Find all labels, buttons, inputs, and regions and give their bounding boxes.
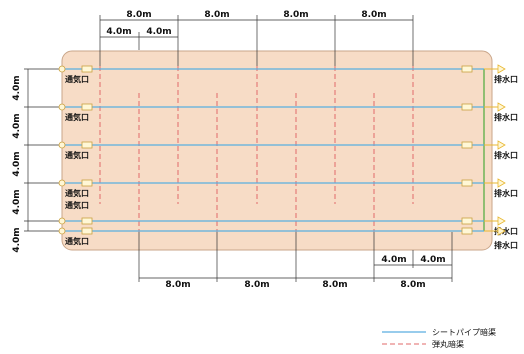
sheet-pipe-row: 通気口 排水口: [58, 226, 518, 250]
left-dimension-label: 4.0m: [12, 151, 22, 176]
inlet-fitting-icon: [81, 179, 93, 187]
left-dimension-label: 4.0m: [12, 113, 22, 138]
outlet-fitting-icon: [461, 65, 473, 73]
outlet-arrow-icon: [497, 102, 506, 112]
sheet-pipe-row: 通気口 排水口: [58, 140, 518, 160]
top-dimension-label: 8.0m: [283, 10, 308, 20]
inlet-valve-icon: [58, 179, 66, 187]
inlet-fitting-icon: [81, 65, 93, 73]
left-dimension-lines: [24, 68, 62, 232]
inlet-valve-icon: [58, 217, 66, 225]
outlet-arrow-icon: [497, 64, 506, 74]
bottom-dimension-label: 8.0m: [322, 280, 347, 290]
bottom-half-dimension-label: 4.0m: [420, 255, 445, 265]
outlet-arrow-icon: [497, 178, 506, 188]
top-half-dimension-label: 4.0m: [106, 27, 131, 37]
outlet-label: 排水口: [494, 112, 518, 122]
outlet-fitting-icon: [461, 103, 473, 111]
inlet-valve-icon: [58, 65, 66, 73]
inlet-label: 通気口: [65, 112, 89, 122]
outlet-label: 排水口: [494, 74, 518, 84]
left-dimension-label: 4.0m: [12, 189, 22, 214]
sheet-pipe-row: 通気口 排水口: [58, 64, 518, 84]
top-dimension-label: 8.0m: [126, 10, 151, 20]
top-dimension-label: 8.0m: [361, 10, 386, 20]
inlet-fitting-icon: [81, 217, 93, 225]
bottom-dimension-label: 8.0m: [244, 280, 269, 290]
left-dimension-label: 4.0m: [12, 227, 22, 252]
inlet-fitting-icon: [81, 103, 93, 111]
inlet-label: 通気口: [65, 150, 89, 160]
outlet-fitting-icon: [461, 217, 473, 225]
top-dimension-lines: [99, 15, 414, 70]
bottom-dimension-label: 8.0m: [165, 280, 190, 290]
inlet-label: 通気口: [65, 74, 89, 84]
outlet-arrow-icon: [497, 140, 506, 150]
legend-sheet-pipe-label: シートパイプ暗渠: [432, 327, 496, 337]
bottom-dimension-lines: [138, 232, 453, 282]
outlet-fitting-icon: [461, 179, 473, 187]
inlet-label: 通気口: [65, 236, 89, 246]
inlet-label: 通気口: [65, 188, 89, 198]
bottom-half-dimension-label: 4.0m: [381, 255, 406, 265]
sheet-pipe-row: 通気口 排水口: [58, 200, 518, 236]
field-area: [61, 50, 493, 251]
left-dimension-label: 4.0m: [12, 75, 22, 100]
inlet-valve-icon: [58, 141, 66, 149]
outlet-arrow-icon: [497, 216, 506, 226]
legend-bullet-drain-label: 弾丸暗渠: [432, 339, 464, 349]
outlet-label: 排水口: [494, 188, 518, 198]
outlet-label: 排水口: [494, 240, 518, 250]
outlet-fitting-icon: [461, 141, 473, 149]
sheet-pipe-row: 通気口 排水口: [58, 178, 518, 198]
legend: シートパイプ暗渠 弾丸暗渠: [382, 327, 496, 349]
bullet-drains: [99, 66, 414, 232]
inlet-label: 通気口: [65, 200, 89, 210]
top-dimension-label: 8.0m: [204, 10, 229, 20]
outlet-label: 排水口: [494, 150, 518, 160]
inlet-fitting-icon: [81, 227, 93, 235]
bottom-dimension-label: 8.0m: [400, 280, 425, 290]
inlet-valve-icon: [58, 103, 66, 111]
inlet-fitting-icon: [81, 141, 93, 149]
sheet-pipe-row: 通気口 排水口: [58, 102, 518, 122]
top-half-dimension-label: 4.0m: [146, 27, 171, 37]
outlet-label: 排水口: [494, 226, 518, 236]
outlet-arrow-icon: [497, 226, 506, 236]
inlet-valve-icon: [58, 227, 66, 235]
outlet-fitting-icon: [461, 227, 473, 235]
